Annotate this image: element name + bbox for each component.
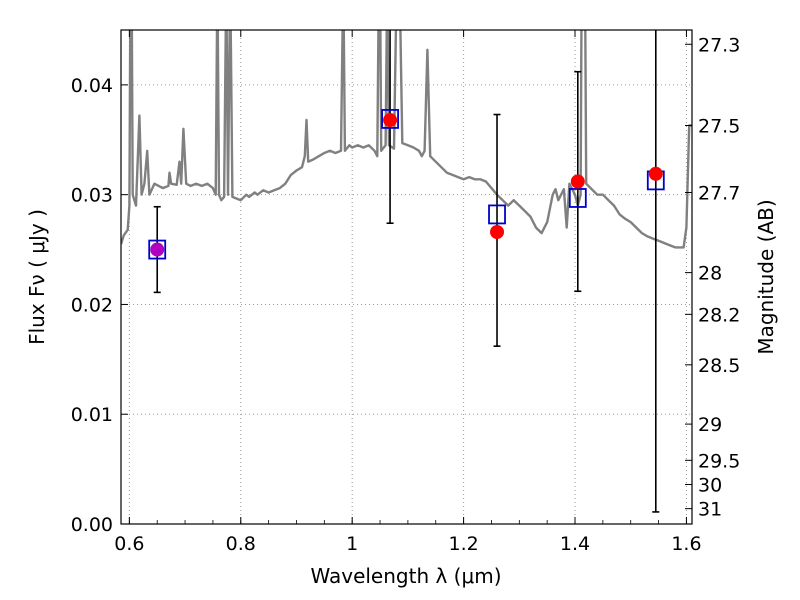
x-tick-label: 1.4: [560, 533, 590, 555]
x-axis-label: Wavelength λ (μm): [310, 564, 501, 588]
x-tick-label: 0.6: [114, 533, 144, 555]
model-spectrum: [121, 30, 692, 249]
observed-point: [150, 242, 165, 257]
y-tick-label: 0.00: [71, 514, 113, 536]
y-right-axis-label: Magnitude (AB): [754, 199, 778, 354]
observed-point: [383, 113, 398, 128]
magnitude-tick-label: 28: [698, 263, 722, 285]
model-photometry-boxes: [148, 109, 665, 260]
model-box: [381, 109, 399, 129]
magnitude-tick-label: 27.7: [698, 182, 740, 204]
magnitude-tick-label: 30: [698, 474, 722, 496]
plot-frame: [120, 29, 693, 525]
x-tick-label: 1.6: [671, 533, 701, 555]
model-box: [488, 204, 506, 225]
y-tick-label: 0.04: [71, 75, 113, 97]
plot-background: [121, 30, 692, 524]
observed-photometry-points: [150, 113, 663, 257]
magnitude-tick-label: 27.5: [698, 116, 740, 138]
spectrum-line: [121, 30, 692, 249]
magnitude-tick-label: 28.2: [698, 304, 740, 326]
observed-point: [570, 174, 585, 189]
y-axis-label: Flux Fν ( μJy ): [25, 209, 49, 345]
model-box: [148, 239, 167, 260]
magnitude-tick-label: 28.5: [698, 355, 740, 377]
magnitude-tick-label: 29: [698, 414, 722, 436]
y-tick-label: 0.03: [71, 185, 113, 207]
y-tick-label: 0.02: [71, 294, 113, 316]
x-tick-label: 1: [346, 533, 358, 555]
observed-point: [490, 224, 505, 239]
ticks: 0.6 0.8 1 1.2 1.4 1.6 0.00 0.01 0.02 0.03 0.04 27.3…: [71, 30, 740, 555]
y-tick-label: 0.01: [71, 404, 113, 426]
x-tick-label: 1.2: [448, 533, 478, 555]
magnitude-tick-label: 27.3: [698, 34, 740, 56]
magnitude-tick-label: 31: [698, 499, 722, 521]
model-box: [568, 188, 587, 208]
x-tick-label: 0.8: [226, 533, 256, 555]
magnitude-tick-label: 29.5: [698, 450, 740, 472]
observed-point: [648, 166, 663, 181]
